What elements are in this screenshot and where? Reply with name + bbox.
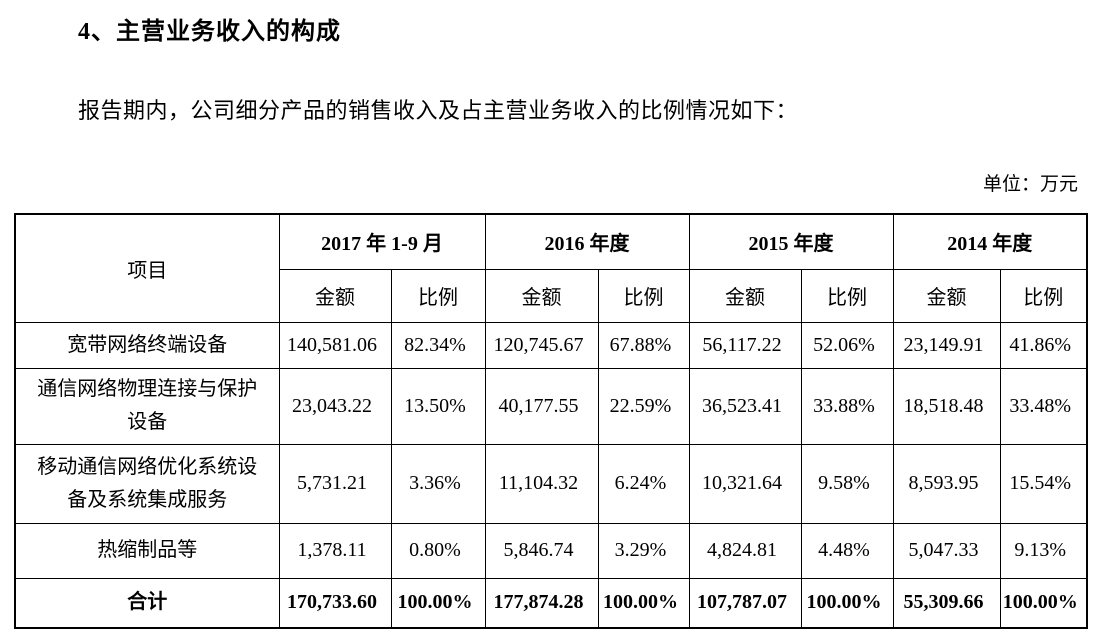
total-row: 合计 170,733.60 100.00% 177,874.28 100.00%…	[14, 577, 1088, 629]
header-period-2014: 2014 年度	[892, 213, 1088, 270]
cell-amount: 170,733.60	[278, 577, 392, 629]
cell-item: 通信网络物理连接与保护设备	[14, 367, 280, 445]
cell-amount: 56,117.22	[688, 321, 802, 369]
cell-item: 宽带网络终端设备	[14, 321, 280, 369]
cell-ratio: 52.06%	[800, 321, 894, 369]
cell-ratio: 6.24%	[597, 443, 690, 524]
cell-amount: 36,523.41	[688, 367, 802, 445]
cell-ratio: 9.13%	[999, 522, 1088, 579]
header-row-periods: 项目 2017 年 1-9 月 2016 年度 2015 年度 2014 年度	[14, 213, 1088, 323]
cell-ratio: 0.80%	[390, 522, 486, 579]
cell-ratio: 9.58%	[800, 443, 894, 524]
cell-item: 热缩制品等	[14, 522, 280, 579]
cell-amount: 4,824.81	[688, 522, 802, 579]
cell-amount: 1,378.11	[278, 522, 392, 579]
cell-amount: 107,787.07	[688, 577, 802, 629]
header-amount-2015: 金额	[688, 268, 802, 323]
cell-ratio: 67.88%	[597, 321, 690, 369]
cell-ratio: 3.36%	[390, 443, 486, 524]
cell-ratio: 41.86%	[999, 321, 1088, 369]
cell-amount: 10,321.64	[688, 443, 802, 524]
header-ratio-2015: 比例	[800, 268, 894, 323]
cell-ratio: 100.00%	[800, 577, 894, 629]
header-amount-2017: 金额	[278, 268, 392, 323]
cell-amount: 120,745.67	[484, 321, 599, 369]
cell-ratio: 100.00%	[390, 577, 486, 629]
cell-ratio: 22.59%	[597, 367, 690, 445]
cell-amount: 55,309.66	[892, 577, 1001, 629]
header-period-2016: 2016 年度	[484, 213, 690, 270]
cell-ratio: 15.54%	[999, 443, 1088, 524]
header-ratio-2016: 比例	[597, 268, 690, 323]
table-row: 热缩制品等 1,378.11 0.80% 5,846.74 3.29% 4,82…	[14, 522, 1088, 579]
cell-ratio: 4.48%	[800, 522, 894, 579]
revenue-composition-table: 项目 2017 年 1-9 月 2016 年度 2015 年度 2014 年度 …	[14, 213, 1089, 629]
cell-amount: 5,846.74	[484, 522, 599, 579]
header-period-2017: 2017 年 1-9 月	[278, 213, 486, 270]
cell-amount: 23,043.22	[278, 367, 392, 445]
header-row-subheaders: 金额 比例 金额 比例 金额 比例 金额 比例	[15, 268, 1088, 323]
cell-ratio: 100.00%	[999, 577, 1088, 629]
header-ratio-2014: 比例	[999, 268, 1088, 323]
cell-amount: 23,149.91	[892, 321, 1001, 369]
cell-amount: 177,874.28	[484, 577, 599, 629]
cell-amount: 8,593.95	[892, 443, 1001, 524]
header-ratio-2017: 比例	[390, 268, 486, 323]
cell-amount: 18,518.48	[892, 367, 1001, 445]
cell-amount: 40,177.55	[484, 367, 599, 445]
header-amount-2016: 金额	[484, 268, 599, 323]
cell-amount: 5,731.21	[278, 443, 392, 524]
cell-ratio: 33.88%	[800, 367, 894, 445]
cell-ratio: 13.50%	[390, 367, 486, 445]
section-title: 4、主营业务收入的构成	[78, 19, 341, 45]
cell-amount: 140,581.06	[278, 321, 392, 369]
cell-ratio: 33.48%	[999, 367, 1088, 445]
cell-item: 移动通信网络优化系统设备及系统集成服务	[14, 443, 280, 524]
header-amount-2014: 金额	[892, 268, 1001, 323]
cell-total-label: 合计	[14, 577, 280, 629]
cell-amount: 11,104.32	[484, 443, 599, 524]
cell-ratio: 3.29%	[597, 522, 690, 579]
cell-amount: 5,047.33	[892, 522, 1001, 579]
header-item: 项目	[14, 213, 280, 323]
unit-note: 单位：万元	[982, 174, 1078, 195]
cell-ratio: 100.00%	[597, 577, 690, 629]
table-row: 宽带网络终端设备 140,581.06 82.34% 120,745.67 67…	[14, 321, 1088, 369]
header-period-2015: 2015 年度	[688, 213, 894, 270]
table-row: 移动通信网络优化系统设备及系统集成服务 5,731.21 3.36% 11,10…	[14, 443, 1088, 524]
cell-ratio: 82.34%	[390, 321, 486, 369]
intro-paragraph: 报告期内，公司细分产品的销售收入及占主营业务收入的比例情况如下：	[78, 98, 799, 123]
table-row: 通信网络物理连接与保护设备 23,043.22 13.50% 40,177.55…	[14, 367, 1088, 445]
